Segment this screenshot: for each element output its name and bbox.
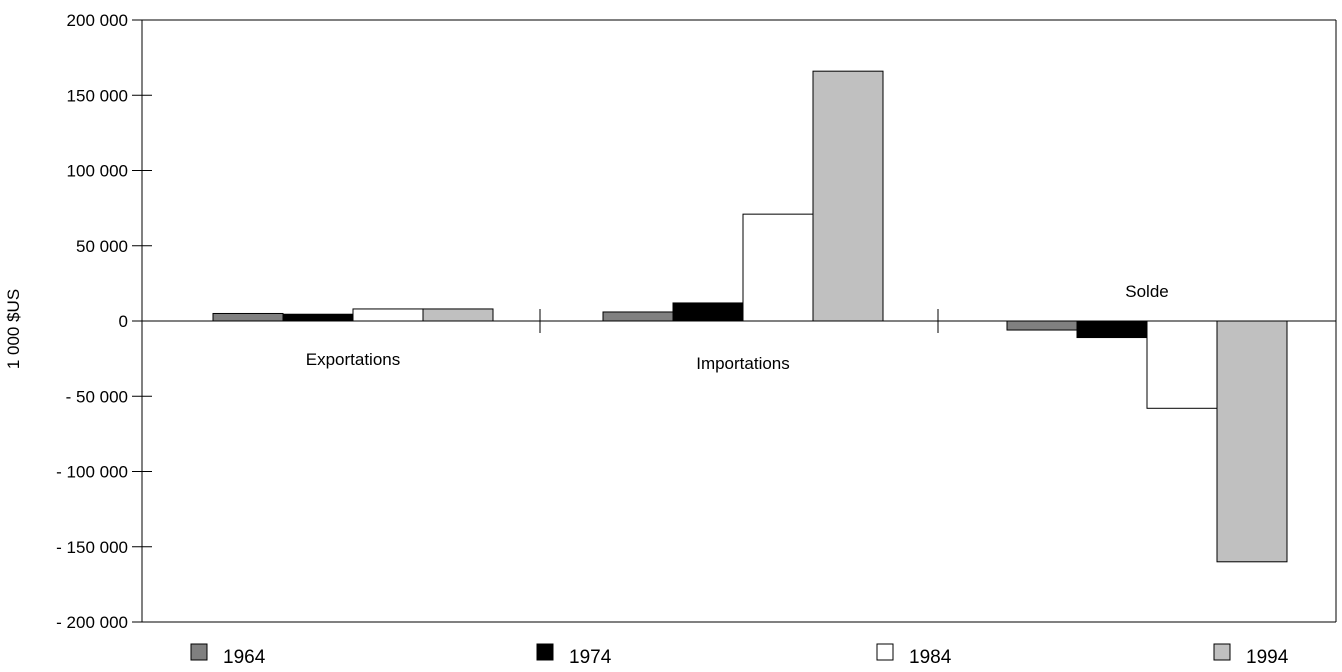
- bar-1984-importations: [742, 213, 814, 322]
- bar-1994-solde: [1216, 320, 1288, 563]
- legend-swatch-1984: [876, 643, 894, 661]
- y-tick-label: 50 000: [76, 237, 128, 256]
- legend-label-1964: 1964: [223, 647, 266, 668]
- y-tick-label: 150 000: [67, 86, 128, 105]
- category-labels: Exportations Importations Solde: [306, 282, 1169, 373]
- legend-swatch-1974: [536, 643, 554, 661]
- bar-1964-importations: [602, 311, 674, 322]
- legend-swatch-1964: [190, 643, 208, 661]
- y-tick-label: - 150 000: [56, 538, 128, 557]
- y-tick-label: - 50 000: [66, 387, 128, 406]
- bar-1994-importations: [812, 70, 884, 322]
- y-tick-label: - 200 000: [56, 613, 128, 632]
- bar-1984-exportations: [352, 308, 424, 322]
- y-tick-label: - 100 000: [56, 463, 128, 482]
- bar-1994-exportations: [422, 308, 494, 322]
- bar-1974-importations: [672, 302, 744, 322]
- chart-bars: [212, 70, 1288, 563]
- y-tick-label: 0: [119, 312, 128, 331]
- legend-swatch-1994: [1213, 643, 1231, 661]
- bar-1964-solde: [1006, 320, 1078, 331]
- category-label-importations: Importations: [696, 354, 790, 373]
- y-tick-label: 100 000: [67, 162, 128, 181]
- y-axis-ticks: 200 000 150 000 100 000 50 000 0 - 50 000 - 10…: [56, 11, 152, 632]
- legend-label-1974: 1974: [569, 647, 612, 668]
- bar-1984-solde: [1146, 320, 1218, 409]
- bar-1964-exportations: [212, 312, 284, 322]
- bar-1974-solde: [1076, 320, 1148, 339]
- y-tick-label: 200 000: [67, 11, 128, 30]
- category-label-solde: Solde: [1125, 282, 1168, 301]
- legend: 1964 1974 1984 1994: [190, 643, 1289, 668]
- legend-label-1984: 1984: [909, 647, 952, 668]
- y-axis-label: 1 000 $US: [4, 289, 23, 369]
- legend-label-1994: 1994: [1246, 647, 1289, 668]
- category-label-exportations: Exportations: [306, 350, 401, 369]
- bar-1974-exportations: [282, 313, 354, 322]
